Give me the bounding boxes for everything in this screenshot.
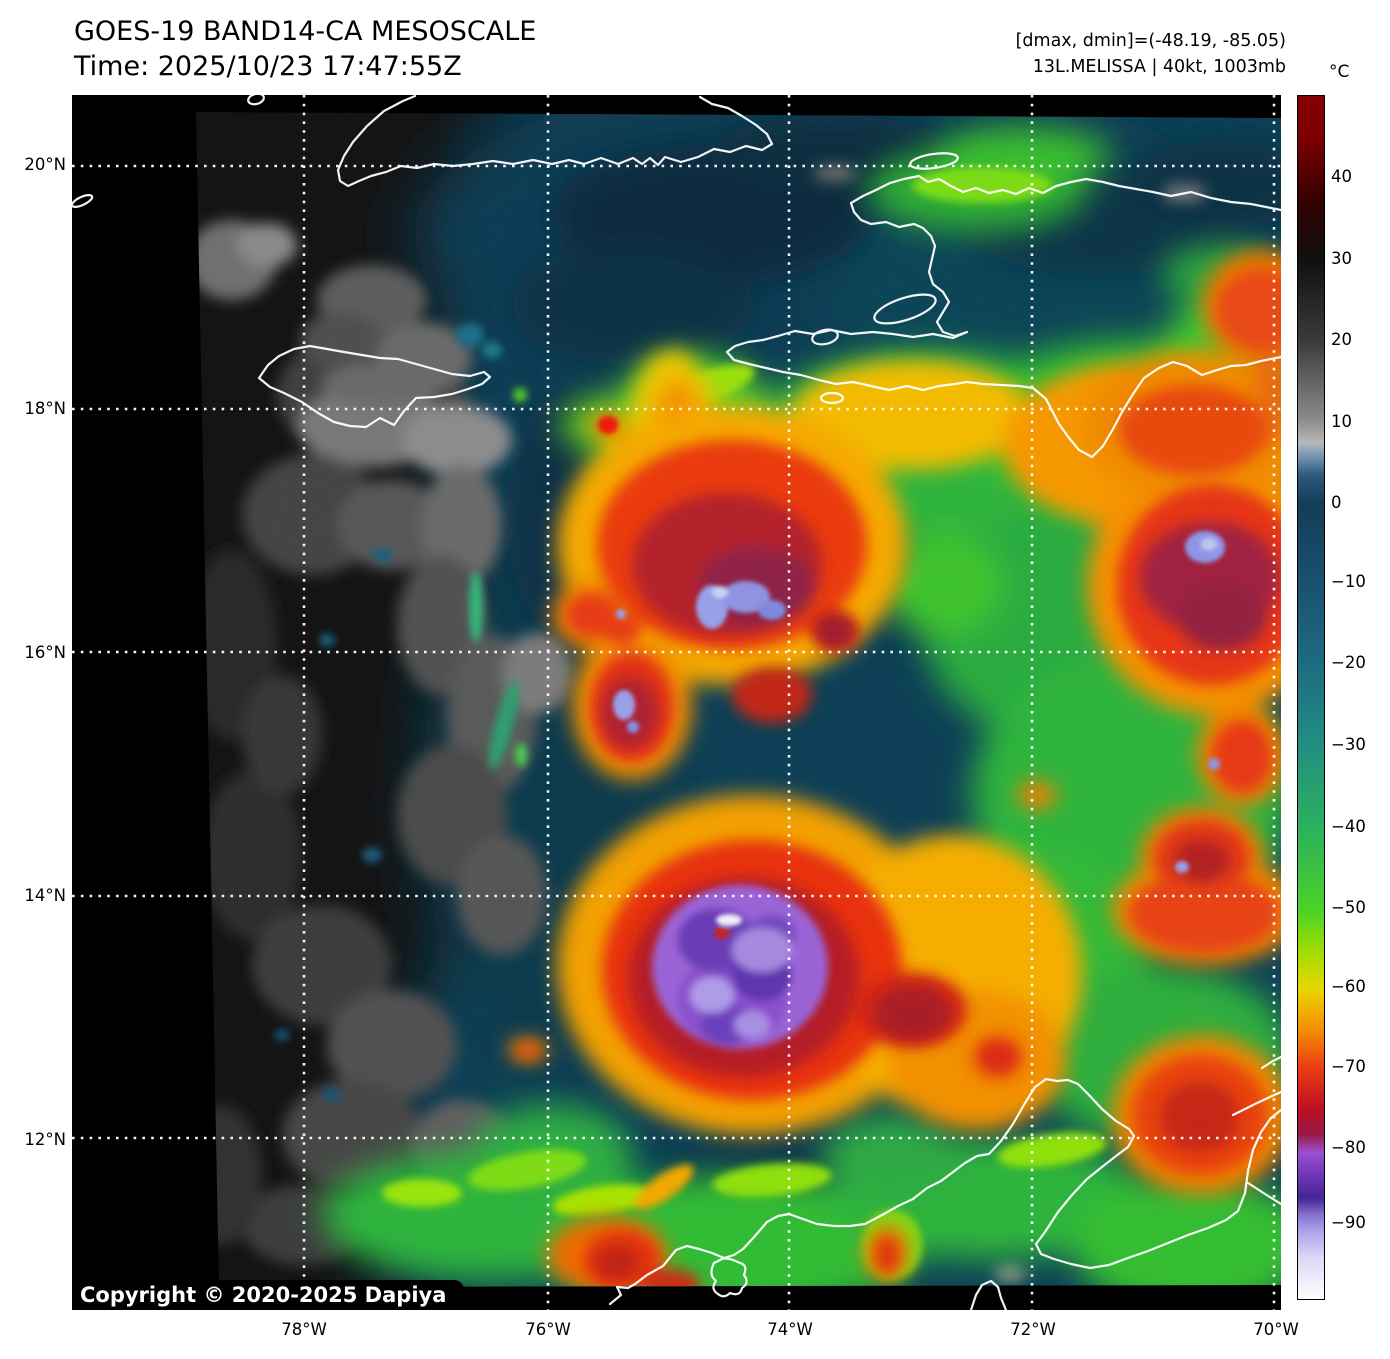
venezuela-coast-segment-1 [1231,1090,1281,1117]
dmax-dmin-readout: [dmax, dmin]=(-48.19, -85.05) [1015,31,1286,51]
lat-tick-16n: 16°N [24,643,66,662]
lon-tick-76w: 76°W [525,1320,571,1339]
coastal-lagoon-outline [710,1257,748,1298]
cb-tick-m40: −40 [1331,817,1366,836]
cb-tick-m30: −30 [1331,735,1366,754]
venezuela-coast-segment-2 [1260,1055,1281,1070]
colorbar-unit-label: °C [1329,62,1350,82]
lon-tick-70w: 70°W [1253,1320,1299,1339]
tortue-island-outline [909,152,959,170]
lon-tick-74w: 74°W [767,1320,813,1339]
info-block: [dmax, dmin]=(-48.19, -85.05) 13L.MELISS… [1016,28,1286,80]
timestamp: Time: 2025/10/23 17:47:55Z [74,51,462,82]
copyright-badge: Copyright © 2020-2025 Dapiya [72,1280,465,1310]
title-block: GOES-19 BAND14-CA MESOSCALE Time: 2025/1… [74,14,536,84]
cb-tick-30: 30 [1331,249,1352,268]
cayman-island-outline [72,194,94,208]
data-swath [196,112,1281,1287]
small-cay-outline [247,95,265,106]
satellite-map-canvas: Copyright © 2020-2025 Dapiya [72,95,1281,1310]
page-title: GOES-19 BAND14-CA MESOSCALE [74,16,537,47]
lat-tick-14n: 14°N [24,886,66,905]
cb-tick-m50: −50 [1331,898,1366,917]
hispaniola-south-coastline [725,201,1281,459]
cb-tick-10: 10 [1331,412,1352,431]
cuba-coastline [336,95,774,188]
cb-tick-20: 20 [1331,330,1352,349]
south-america-coastline [608,1077,1281,1306]
cb-tick-m10: −10 [1331,572,1366,591]
jamaica-coastline [257,344,492,429]
cb-tick-m80: −80 [1331,1138,1366,1157]
venezuela-coast-segment-3 [1246,1181,1281,1206]
lat-tick-12n: 12°N [24,1130,66,1149]
lon-tick-72w: 72°W [1010,1320,1056,1339]
lat-tick-18n: 18°N [24,399,66,418]
cb-tick-m90: −90 [1331,1213,1366,1232]
graticule-gridlines [72,95,1281,1310]
cb-tick-m70: −70 [1331,1057,1366,1076]
lat-tick-20n: 20°N [24,155,66,174]
storm-status-readout: 13L.MELISSA | 40kt, 1003mb [1032,57,1286,77]
lon-tick-78w: 78°W [281,1320,327,1339]
cb-tick-40: 40 [1331,167,1352,186]
coastlines [72,95,1281,1310]
river-delta-coastline [969,1279,1008,1310]
cb-tick-0: 0 [1331,493,1342,512]
copyright-text: Copyright © 2020-2025 Dapiya [80,1283,447,1307]
ile-a-vache-outline [819,391,845,405]
cb-tick-m20: −20 [1331,653,1366,672]
small-island-outline [811,328,839,346]
hispaniola-north-coastline [849,174,1281,212]
gonave-island-outline [873,293,937,325]
cb-tick-m60: −60 [1331,977,1366,996]
satellite-image [72,95,1281,1310]
colorbar [1297,95,1325,1300]
